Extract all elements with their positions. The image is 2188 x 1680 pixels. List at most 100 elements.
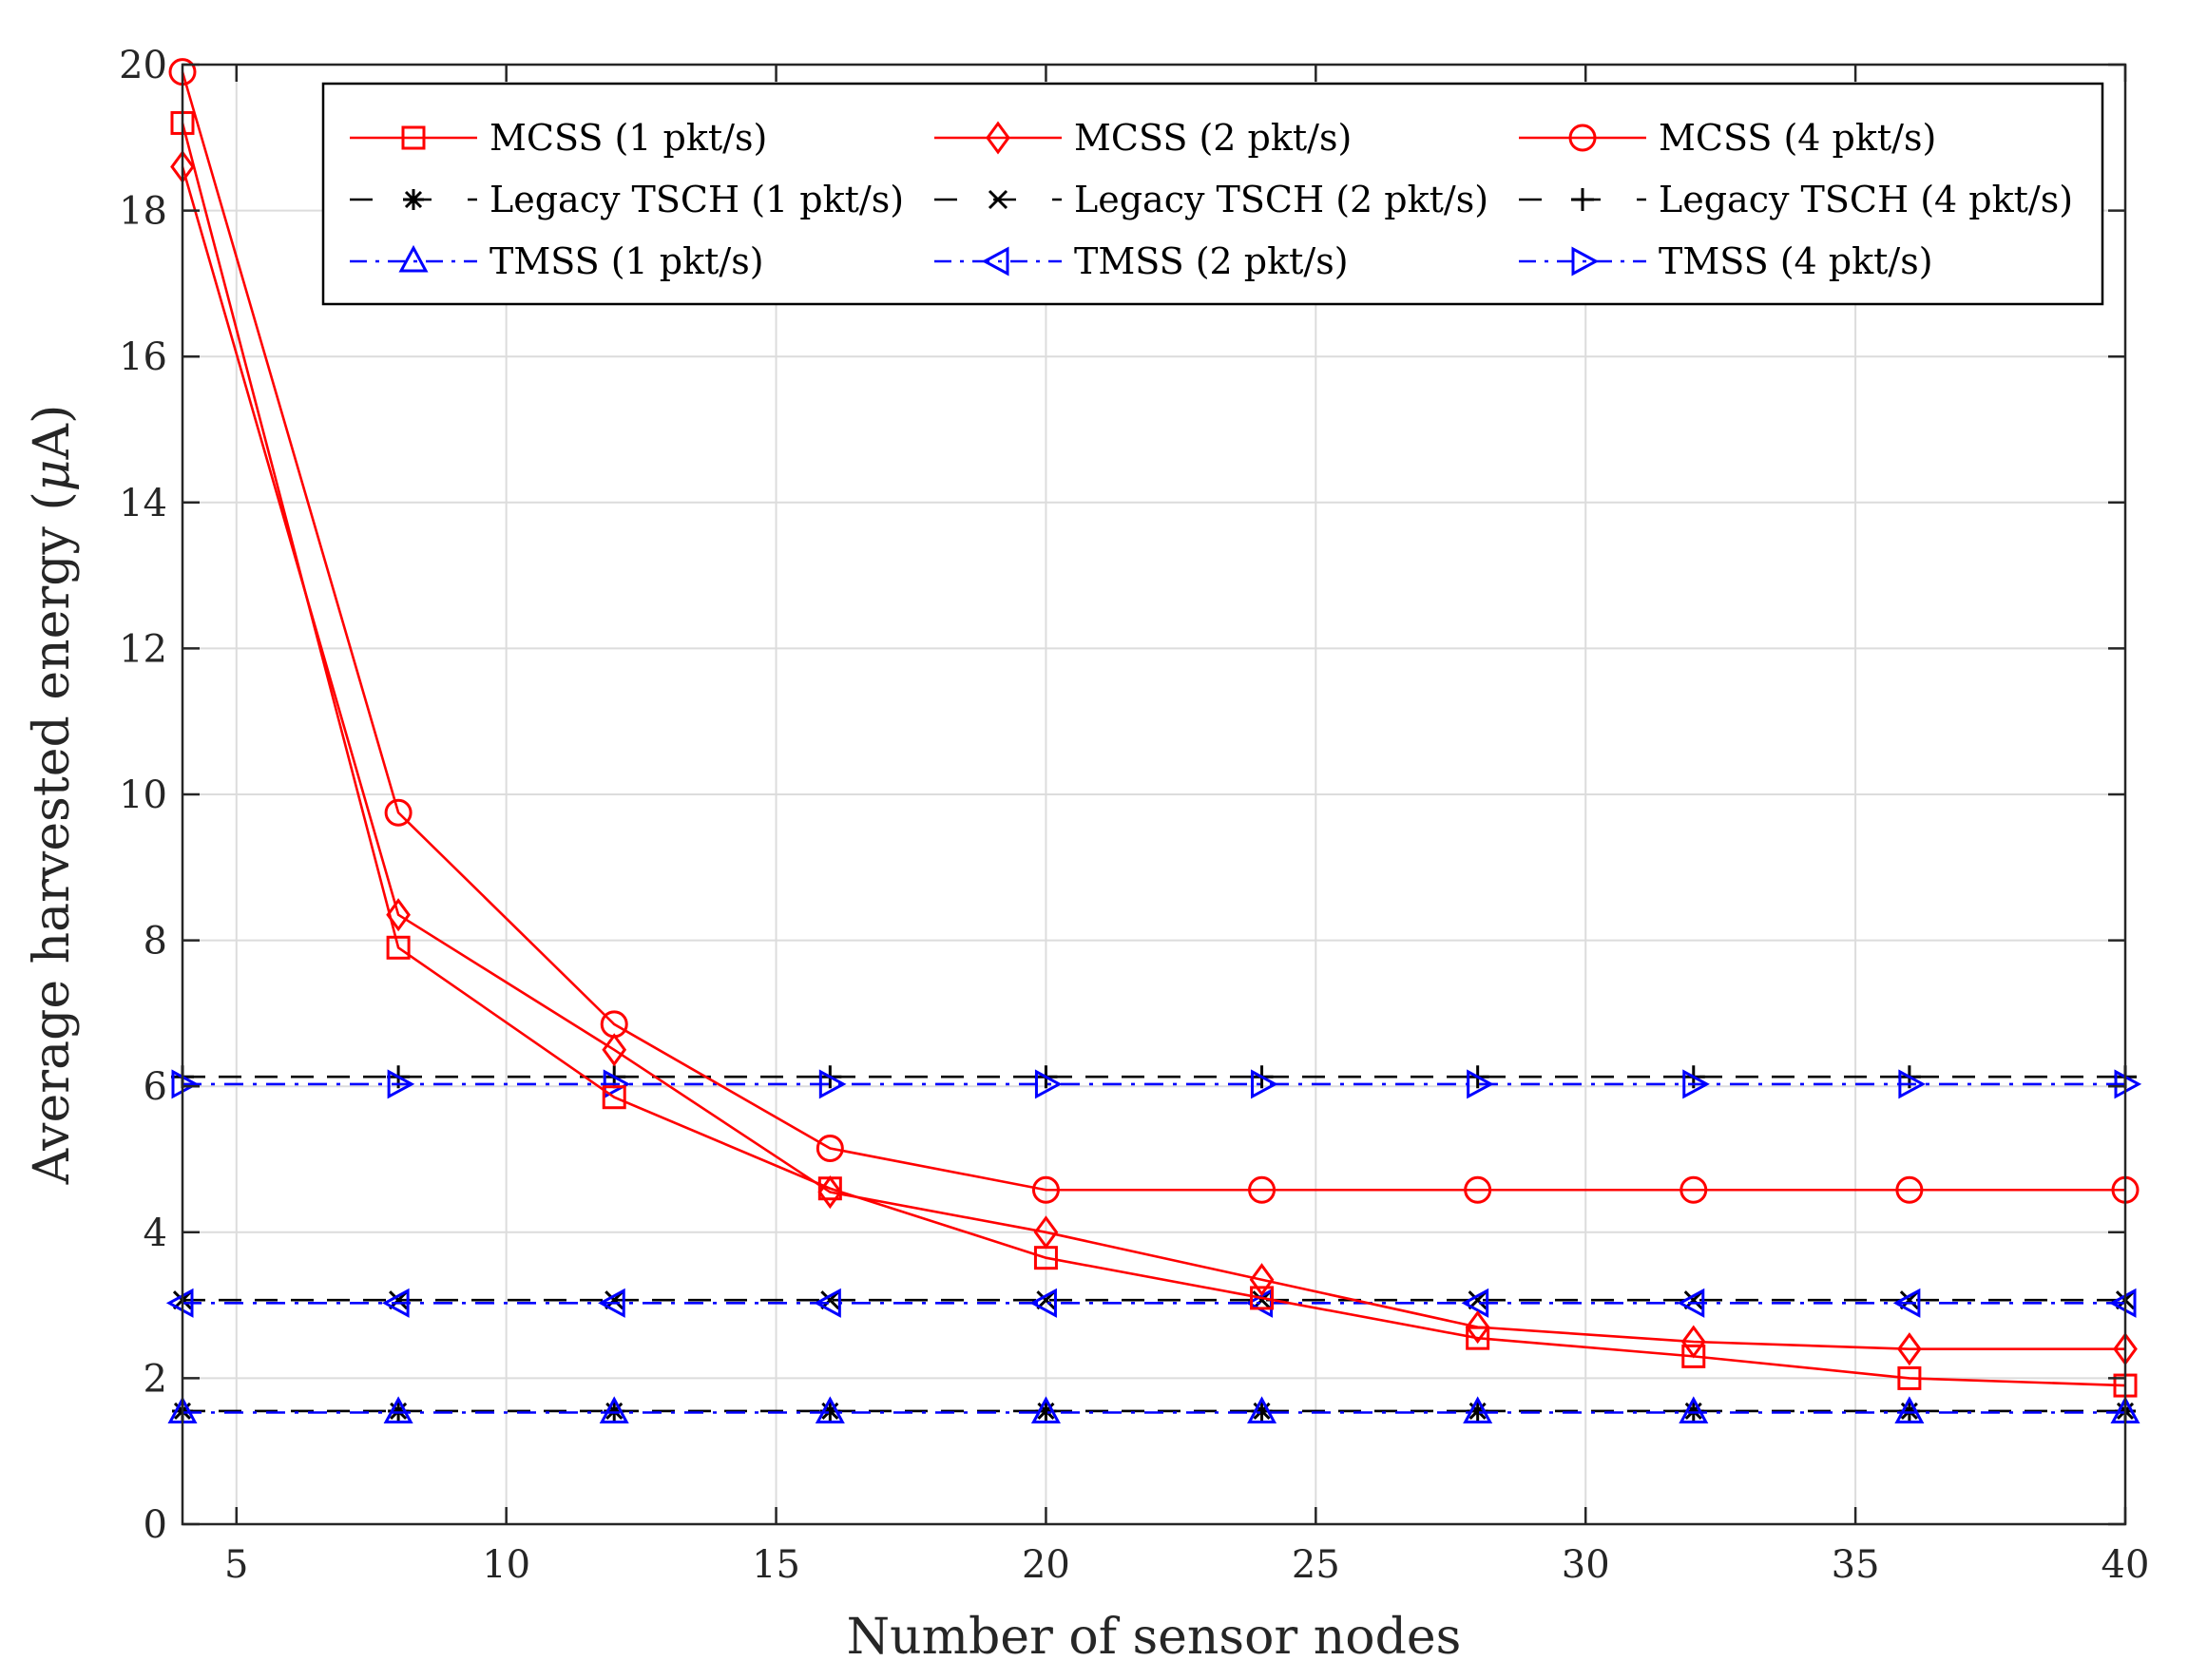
legend-label: TMSS (2 pkt/s) <box>1074 240 1349 282</box>
series-line <box>181 166 2125 1350</box>
series-tmss-4-pkt-s- <box>171 1069 2142 1099</box>
data-point-marker <box>816 1134 844 1162</box>
legend-marker <box>988 189 1008 210</box>
data-point-marker <box>1463 1396 1493 1423</box>
data-point-marker <box>386 898 411 932</box>
legend-item: MCSS (2 pkt/s) <box>934 117 1352 159</box>
legend: MCSS (1 pkt/s) MCSS (2 pkt/s) MCSS (4 pkt/… <box>321 82 2104 306</box>
data-point-marker <box>1251 1069 1278 1099</box>
x-tick-label: 15 <box>752 1543 800 1587</box>
data-point-marker <box>1892 1288 1921 1318</box>
data-point-marker <box>1679 1175 1708 1204</box>
y-tick-label: 16 <box>119 335 167 379</box>
data-point-marker <box>1467 1400 1488 1422</box>
data-point-marker <box>383 1396 413 1423</box>
data-point-marker <box>1897 1365 1922 1390</box>
data-point-marker <box>1247 1396 1277 1423</box>
data-point-marker <box>599 1396 629 1423</box>
series-mcss-4-pkt-s- <box>168 58 2140 1204</box>
data-point-marker <box>602 1085 626 1110</box>
series-layer <box>165 58 2142 1423</box>
x-tick-label: 30 <box>1562 1543 1610 1587</box>
data-point-marker <box>381 1288 410 1318</box>
data-point-marker <box>1894 1396 1925 1423</box>
data-point-marker <box>1898 1400 1920 1422</box>
legend-marker <box>403 189 424 210</box>
legend-label: Legacy TSCH (2 pkt/s) <box>1074 179 1488 220</box>
data-point-marker <box>1035 1400 1057 1422</box>
legend-marker <box>1571 188 1594 211</box>
data-point-marker <box>1461 1288 1489 1318</box>
data-point-marker <box>1898 1069 1927 1099</box>
y-tick-label: 6 <box>144 1065 167 1109</box>
y-tick-label: 12 <box>119 627 167 671</box>
data-point-marker <box>1897 1332 1922 1366</box>
axes <box>181 63 2127 1526</box>
legend-label: Legacy TSCH (4 pkt/s) <box>1659 179 2073 220</box>
data-point-marker <box>817 1175 843 1210</box>
data-point-marker <box>1680 1325 1706 1359</box>
x-tick-label: 40 <box>2102 1543 2150 1587</box>
data-point-marker <box>815 1396 845 1423</box>
legend-item: TMSS (1 pkt/s) <box>350 240 764 282</box>
data-point-marker <box>1679 1396 1709 1423</box>
x-tick-label: 25 <box>1292 1543 1340 1587</box>
legend-label: MCSS (1 pkt/s) <box>489 117 767 159</box>
y-tick-label: 14 <box>119 482 167 525</box>
legend-item: Legacy TSCH (4 pkt/s) <box>1519 179 2073 220</box>
x-tick-label: 20 <box>1022 1543 1070 1587</box>
data-point-marker <box>1030 1396 1061 1423</box>
series-line <box>181 71 2125 1192</box>
legend-label: MCSS (2 pkt/s) <box>1074 117 1352 159</box>
data-point-marker <box>819 1400 841 1422</box>
y-tick-label: 10 <box>119 773 167 817</box>
legend-marker <box>986 121 1010 155</box>
data-point-marker <box>1677 1288 1705 1318</box>
legend-label: MCSS (4 pkt/s) <box>1659 117 1936 159</box>
legend-box <box>321 82 2104 306</box>
legend-item: MCSS (4 pkt/s) <box>1519 117 1936 159</box>
data-point-marker <box>1681 1344 1706 1368</box>
data-point-marker <box>1033 1215 1059 1250</box>
legend-item: TMSS (2 pkt/s) <box>934 240 1349 282</box>
y-tick-label: 18 <box>119 190 167 234</box>
data-point-marker <box>1895 1175 1924 1204</box>
data-point-marker <box>384 798 413 827</box>
data-point-marker <box>604 1400 625 1422</box>
data-point-marker <box>814 1288 841 1318</box>
y-axis-title-prefix: Average harvested energy ( <box>24 491 81 1185</box>
y-axis-title: Average harvested energy (μA) <box>24 405 81 1186</box>
data-point-marker <box>1467 1069 1494 1099</box>
data-point-marker <box>1249 1263 1275 1297</box>
legend-item: Legacy TSCH (2 pkt/s) <box>934 179 1488 220</box>
data-point-marker <box>1031 1175 1060 1204</box>
legend-label: TMSS (4 pkt/s) <box>1659 240 1933 282</box>
y-tick-label: 4 <box>144 1212 167 1255</box>
data-point-marker <box>1034 1069 1063 1099</box>
y-tick-label: 0 <box>144 1503 167 1547</box>
x-tick-label: 35 <box>1832 1543 1880 1587</box>
legend-marker <box>1571 246 1600 277</box>
legend-marker <box>398 244 429 273</box>
tick-labels: 5 10 15 20 25 30 35 40 0 2 4 6 8 10 12 14 16 18 20 <box>119 44 2149 1587</box>
x-tick-label: 10 <box>482 1543 530 1587</box>
data-point-marker <box>2114 1069 2142 1099</box>
y-tick-label: 2 <box>144 1357 167 1401</box>
data-point-marker <box>600 1010 628 1039</box>
data-point-marker <box>1250 1286 1275 1310</box>
data-point-marker <box>171 1069 200 1099</box>
legend-label: Legacy TSCH (1 pkt/s) <box>489 179 904 220</box>
x-tick-label: 5 <box>224 1543 248 1587</box>
data-point-marker <box>602 1033 627 1067</box>
data-point-marker <box>1029 1288 1057 1318</box>
data-point-marker <box>1465 1310 1490 1345</box>
y-tick-label: 20 <box>119 44 167 87</box>
legend-marker <box>981 246 1009 277</box>
data-point-marker <box>1464 1175 1492 1204</box>
data-point-marker <box>1682 1069 1710 1099</box>
legend-marker <box>1568 124 1597 152</box>
data-point-marker <box>2108 1288 2137 1318</box>
legend-label: TMSS (1 pkt/s) <box>489 240 764 282</box>
data-point-marker <box>165 1288 194 1318</box>
